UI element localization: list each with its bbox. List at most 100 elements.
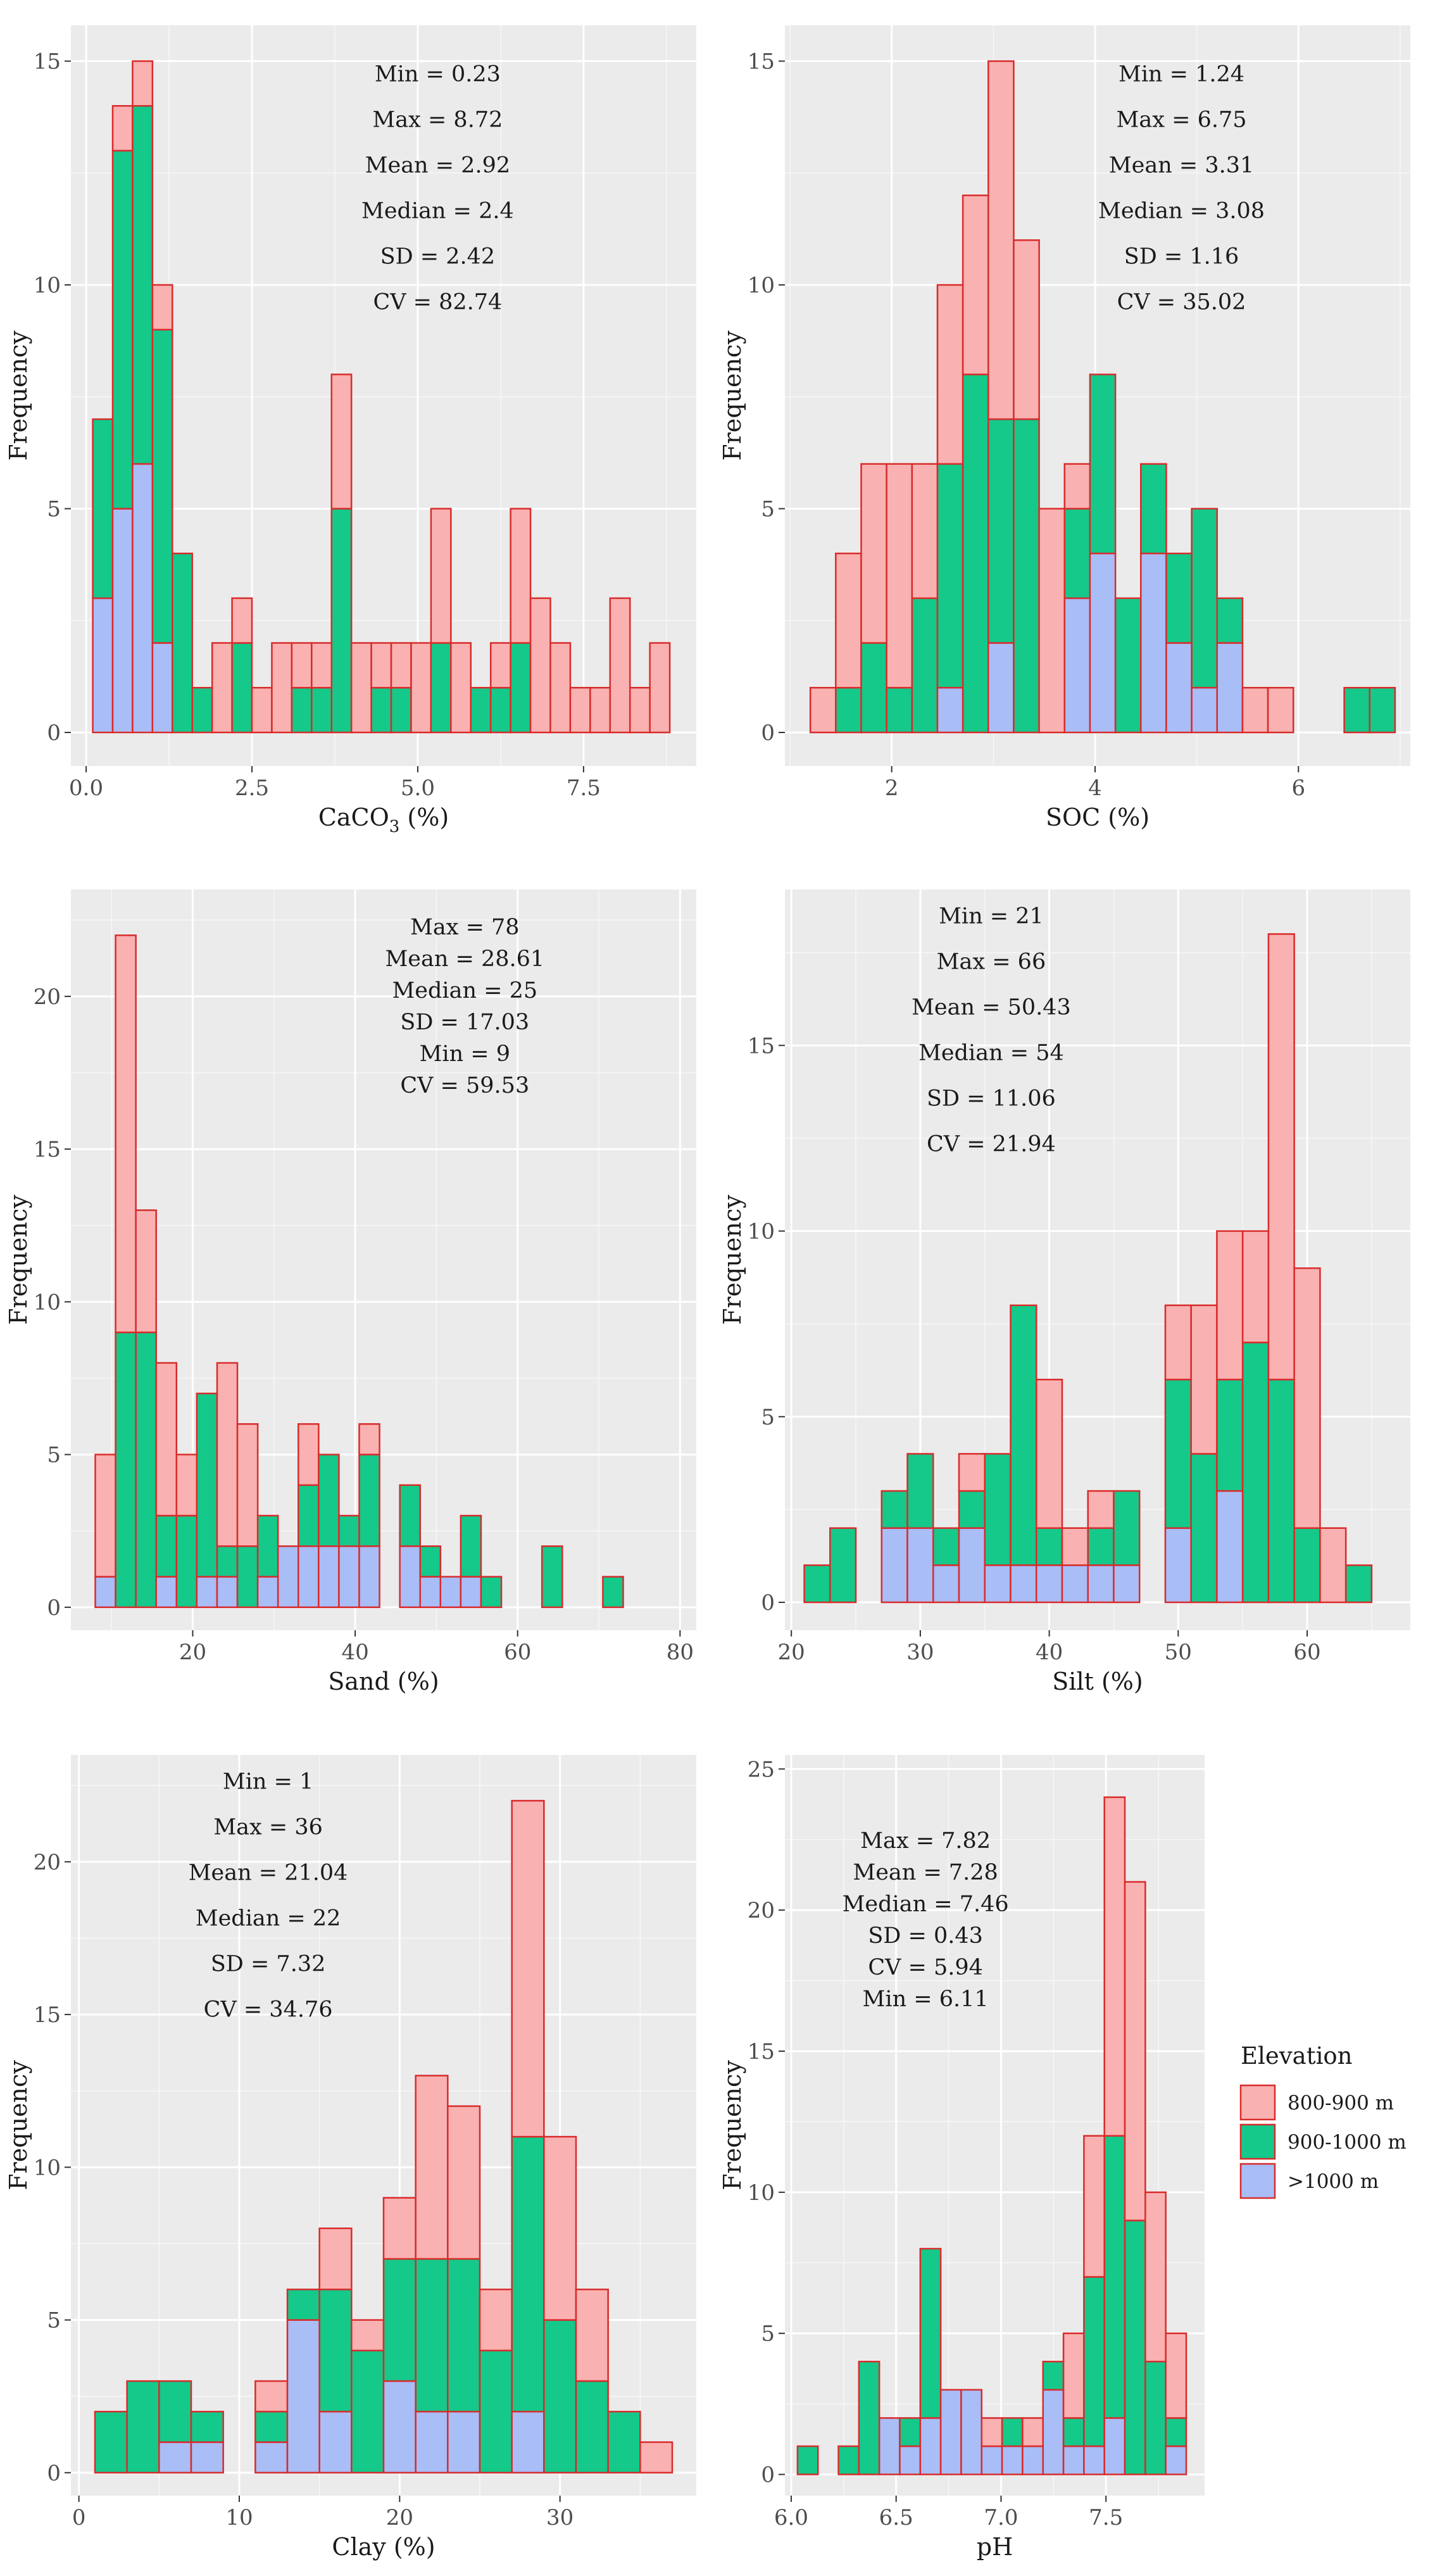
- histogram-bar: [575, 2380, 609, 2474]
- x-axis-title-main: CaCO: [318, 803, 389, 831]
- x-axis-title: CaCO3 (%): [318, 803, 449, 836]
- histogram-bar: [1062, 2445, 1085, 2475]
- histogram-bar: [1241, 687, 1269, 734]
- stat-line: CV = 59.53: [400, 1073, 529, 1098]
- histogram-bar: [541, 1545, 563, 1609]
- histogram-bar: [1241, 1230, 1270, 1343]
- legend: Elevation 800-900 m 900-1000 m >1000 m: [1239, 2042, 1407, 2199]
- histogram-bar: [1035, 1378, 1063, 1529]
- histogram-bar: [286, 2319, 320, 2474]
- histogram-bar: [911, 597, 939, 734]
- histogram-bar: [919, 2417, 942, 2475]
- stat-line: Mean = 21.04: [189, 1860, 348, 1885]
- histogram-bar: [962, 374, 989, 734]
- histogram-bar: [216, 1576, 239, 1609]
- histogram-bar: [1063, 597, 1091, 734]
- histogram-bar: [132, 463, 154, 734]
- histogram-bar: [158, 2441, 192, 2474]
- histogram-bar: [111, 105, 134, 152]
- y-tick-label: 15: [748, 1033, 775, 1059]
- x-tick-label: 5.0: [401, 776, 435, 801]
- stat-line: SD = 7.32: [211, 1951, 326, 1976]
- histogram-bar: [216, 1362, 239, 1547]
- histogram-bar: [330, 508, 353, 734]
- histogram-bar: [196, 1576, 218, 1609]
- histogram-bar: [251, 687, 273, 734]
- histogram-bar: [569, 687, 591, 734]
- x-tick-label: 7.5: [567, 776, 601, 801]
- histogram-bar: [860, 463, 887, 644]
- stat-line: Mean = 2.92: [365, 153, 510, 178]
- y-tick-label: 20: [748, 1898, 775, 1923]
- histogram-bar: [984, 1564, 1012, 1604]
- histogram-bar: [1190, 1453, 1218, 1604]
- histogram-bar: [351, 2349, 385, 2474]
- stat-line: CV = 5.94: [868, 1955, 983, 1980]
- x-axis-title: Silt (%): [1052, 1668, 1143, 1695]
- histogram-bar: [1113, 1490, 1141, 1566]
- histogram-bar: [298, 1545, 320, 1609]
- histogram-bar: [92, 597, 114, 734]
- histogram-bar: [1124, 2220, 1146, 2475]
- histogram-bar: [236, 1423, 259, 1547]
- x-tick-label: 40: [1036, 1640, 1063, 1665]
- histogram-bar: [480, 1576, 503, 1609]
- histogram-bar: [1103, 2417, 1126, 2475]
- histogram-bar: [415, 2258, 449, 2413]
- histogram-bar: [1087, 1564, 1115, 1604]
- histogram-bar: [479, 2349, 513, 2474]
- histogram-bar: [932, 1564, 960, 1604]
- histogram-bar: [939, 2389, 962, 2475]
- histogram-bar: [987, 642, 1015, 734]
- x-tick-label: 30: [906, 1640, 934, 1665]
- x-tick-label: 0.0: [69, 776, 103, 801]
- histogram-bar: [510, 642, 532, 734]
- histogram-bar: [358, 1423, 380, 1455]
- histogram-bar: [1087, 1490, 1115, 1529]
- histogram-bar: [92, 418, 114, 600]
- histogram-bar: [1114, 597, 1142, 734]
- y-tick-label: 10: [34, 2155, 61, 2180]
- histogram-bar: [1165, 2332, 1187, 2419]
- histogram-bar: [511, 2411, 545, 2474]
- histogram-bar: [447, 2258, 481, 2413]
- histogram-bar: [1267, 687, 1294, 734]
- histogram-bar: [1191, 508, 1219, 689]
- y-tick-label: 5: [761, 1405, 775, 1430]
- histogram-bar: [803, 1564, 831, 1604]
- histogram-bar: [860, 642, 887, 734]
- histogram-bar: [1216, 1378, 1244, 1492]
- histogram-bar: [1267, 1378, 1295, 1604]
- histogram-bar: [987, 418, 1015, 644]
- histogram-bar: [358, 1454, 380, 1547]
- histogram-bar: [837, 2445, 860, 2475]
- x-tick-label: 40: [341, 1640, 368, 1665]
- histogram-bar: [1164, 1378, 1192, 1529]
- legend-swatch: [1239, 2163, 1276, 2199]
- x-tick-label: 2.5: [235, 776, 269, 801]
- chart-panel-6: 6.0 6.5 7.0 7.5 0 5 10 15 20 25 pH Frequency Max = 7…: [718, 1755, 1205, 2561]
- histogram-bar: [479, 2289, 513, 2352]
- histogram-bar: [271, 642, 293, 734]
- histogram-bar: [1010, 1564, 1037, 1604]
- histogram-bar: [1063, 463, 1091, 510]
- histogram-bar: [111, 508, 134, 734]
- x-tick-label: 2: [885, 776, 899, 801]
- histogram-bar: [1087, 1527, 1115, 1566]
- histogram-bar: [151, 284, 173, 330]
- histogram-bar: [1013, 239, 1040, 420]
- stat-line: Min = 6.11: [863, 1987, 989, 2012]
- histogram-bar: [1042, 2389, 1065, 2475]
- histogram-bar: [1089, 374, 1117, 555]
- stat-line: Min = 21: [939, 903, 1044, 929]
- histogram-bar: [1164, 1527, 1192, 1604]
- x-tick-label: 7.5: [1089, 2505, 1123, 2530]
- y-tick-label: 25: [748, 1757, 775, 1782]
- histogram-bar: [549, 642, 572, 734]
- histogram-bar: [151, 642, 173, 734]
- histogram-bar: [370, 687, 392, 734]
- histogram-bar: [1062, 2417, 1085, 2447]
- x-tick-label: 60: [1293, 1640, 1320, 1665]
- histogram-bar: [318, 2289, 353, 2413]
- histogram-bar: [231, 597, 253, 644]
